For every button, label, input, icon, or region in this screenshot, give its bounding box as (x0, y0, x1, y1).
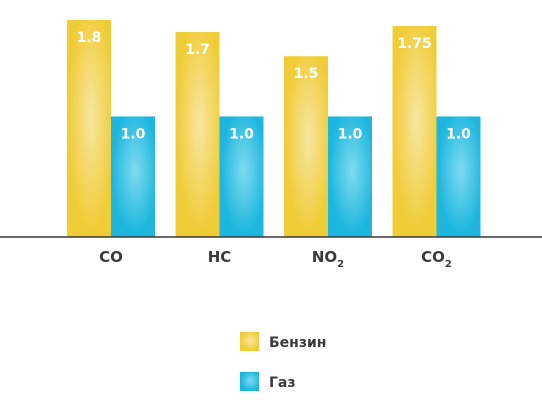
bar-gaz-0 (111, 116, 155, 237)
bar-gaz-1 (219, 116, 264, 237)
bar-benzin-2 (284, 56, 328, 237)
legend: Бензин Газ (240, 332, 326, 391)
bar-benzin-1 (175, 32, 220, 237)
value-label-benzin-2: 1.5 (294, 66, 319, 82)
category-label-2: NO2 (312, 248, 344, 270)
bars-layer (67, 20, 481, 238)
category-label-1: HC (208, 248, 232, 266)
value-labels-layer: 1.8 1.0 1.7 1.0 1.5 1.0 1.75 1.0 (77, 30, 472, 142)
value-label-gaz-2: 1.0 (338, 126, 363, 142)
value-label-gaz-0: 1.0 (121, 126, 146, 142)
bar-benzin-0 (67, 20, 111, 237)
value-label-gaz-3: 1.0 (446, 126, 471, 142)
bar-benzin-3 (392, 26, 437, 238)
legend-swatch-gaz (240, 372, 259, 391)
legend-swatch-benzin (240, 332, 259, 351)
value-label-benzin-0: 1.8 (77, 30, 102, 46)
category-label-0: CO (99, 248, 123, 266)
legend-label-gaz: Газ (269, 375, 296, 391)
bar-gaz-3 (436, 116, 481, 237)
legend-label-benzin: Бензин (269, 335, 326, 351)
category-labels-layer: CO HC NO2 CO2 (99, 248, 452, 270)
value-label-benzin-3: 1.75 (397, 36, 432, 52)
value-label-benzin-1: 1.7 (185, 42, 210, 58)
value-label-gaz-1: 1.0 (229, 126, 254, 142)
bar-gaz-2 (328, 116, 372, 237)
category-label-3: CO2 (421, 248, 452, 270)
